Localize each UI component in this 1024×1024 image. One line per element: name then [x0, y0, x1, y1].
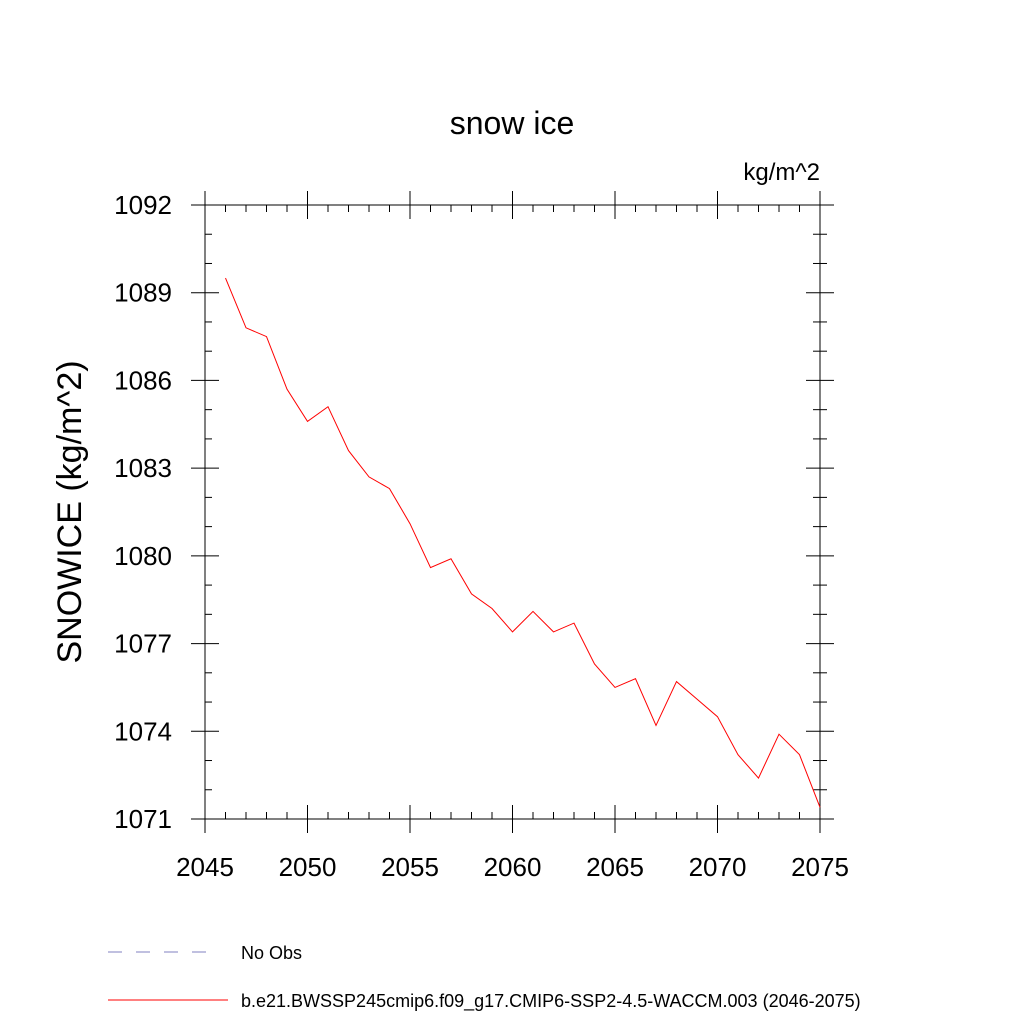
- legend: No Obs b.e21.BWSSP245cmip6.f09_g17.CMIP6-…: [108, 943, 861, 1012]
- units-label: kg/m^2: [743, 159, 820, 186]
- series-line: [225, 277, 821, 808]
- plot-area-frame: [204, 204, 821, 820]
- y-tick-label: 1071: [114, 804, 172, 834]
- x-tick-label: 2050: [279, 852, 337, 882]
- legend-label: b.e21.BWSSP245cmip6.f09_g17.CMIP6-SSP2-4…: [241, 991, 861, 1012]
- y-tick-label: 1077: [114, 629, 172, 659]
- x-tick-label: 2075: [791, 852, 849, 882]
- y-tick-label: 1092: [114, 190, 172, 220]
- y-axis-label: SNOWICE (kg/m^2): [51, 360, 89, 663]
- y-tick-label: 1089: [114, 278, 172, 308]
- series-layer: [225, 277, 821, 808]
- x-tick-label: 2055: [381, 852, 439, 882]
- y-tick-label: 1074: [114, 716, 172, 746]
- y-tick-label: 1086: [114, 365, 172, 395]
- x-tick-label: 2065: [586, 852, 644, 882]
- chart-title: snow ice: [450, 105, 575, 141]
- axis-ticks: [191, 191, 834, 833]
- y-tick-label: 1080: [114, 541, 172, 571]
- x-tick-label: 2060: [484, 852, 542, 882]
- x-tick-label: 2070: [689, 852, 747, 882]
- y-tick-labels: 1071 1074 1077 1080 1083 1086 1089 1092: [114, 190, 172, 834]
- x-tick-label: 2045: [176, 852, 234, 882]
- y-tick-label: 1083: [114, 453, 172, 483]
- legend-label: No Obs: [241, 943, 302, 963]
- x-tick-labels: 2045 2050 2055 2060 2065 2070 2075: [176, 852, 849, 882]
